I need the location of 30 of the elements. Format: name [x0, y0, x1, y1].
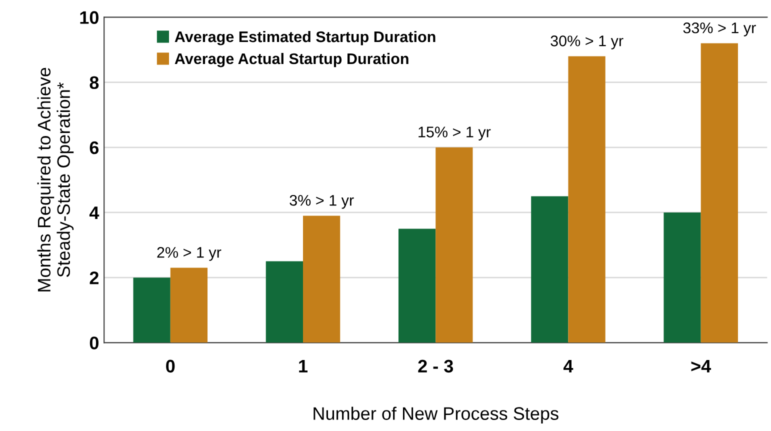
bar: [133, 278, 170, 343]
y-tick-label: 4: [89, 206, 100, 220]
bar: [664, 212, 701, 343]
x-tick-label: 0: [166, 360, 175, 373]
y-axis-title: Months Required to Achieve Steady-State Operation*: [37, 68, 74, 292]
x-tick-label: 2 - 3: [418, 360, 454, 373]
x-tick-label: 1: [299, 360, 308, 372]
bar: [398, 228, 436, 343]
x-axis-title: Number of New Process Steps: [314, 406, 558, 424]
annotation: 30% > 1 yr: [550, 36, 624, 50]
y-tick-label: 10: [80, 11, 98, 24]
bar: [303, 216, 340, 343]
annotation: 33% > 1 yr: [683, 22, 756, 36]
bar: [436, 147, 473, 343]
bar: [170, 268, 208, 343]
annotation: 3% > 1 yr: [290, 194, 354, 209]
bar: [531, 196, 568, 343]
y-tick-label: 2: [90, 272, 98, 284]
bar: [266, 261, 304, 343]
x-tick-label: >4: [691, 360, 712, 372]
bar: [568, 56, 606, 343]
legend-label: Average Actual Startup Duration: [174, 52, 408, 68]
y-tick-label: 0: [90, 336, 98, 350]
y-tick-label: 8: [90, 76, 99, 90]
annotation: 2% > 1 yr: [157, 247, 222, 261]
annotation: 15% > 1 yr: [418, 126, 491, 140]
y-tick-label: 6: [90, 141, 99, 154]
x-tick-label: 4: [563, 360, 574, 372]
legend-label: Average Estimated Startup Duration: [174, 30, 436, 46]
bar: [700, 43, 738, 343]
